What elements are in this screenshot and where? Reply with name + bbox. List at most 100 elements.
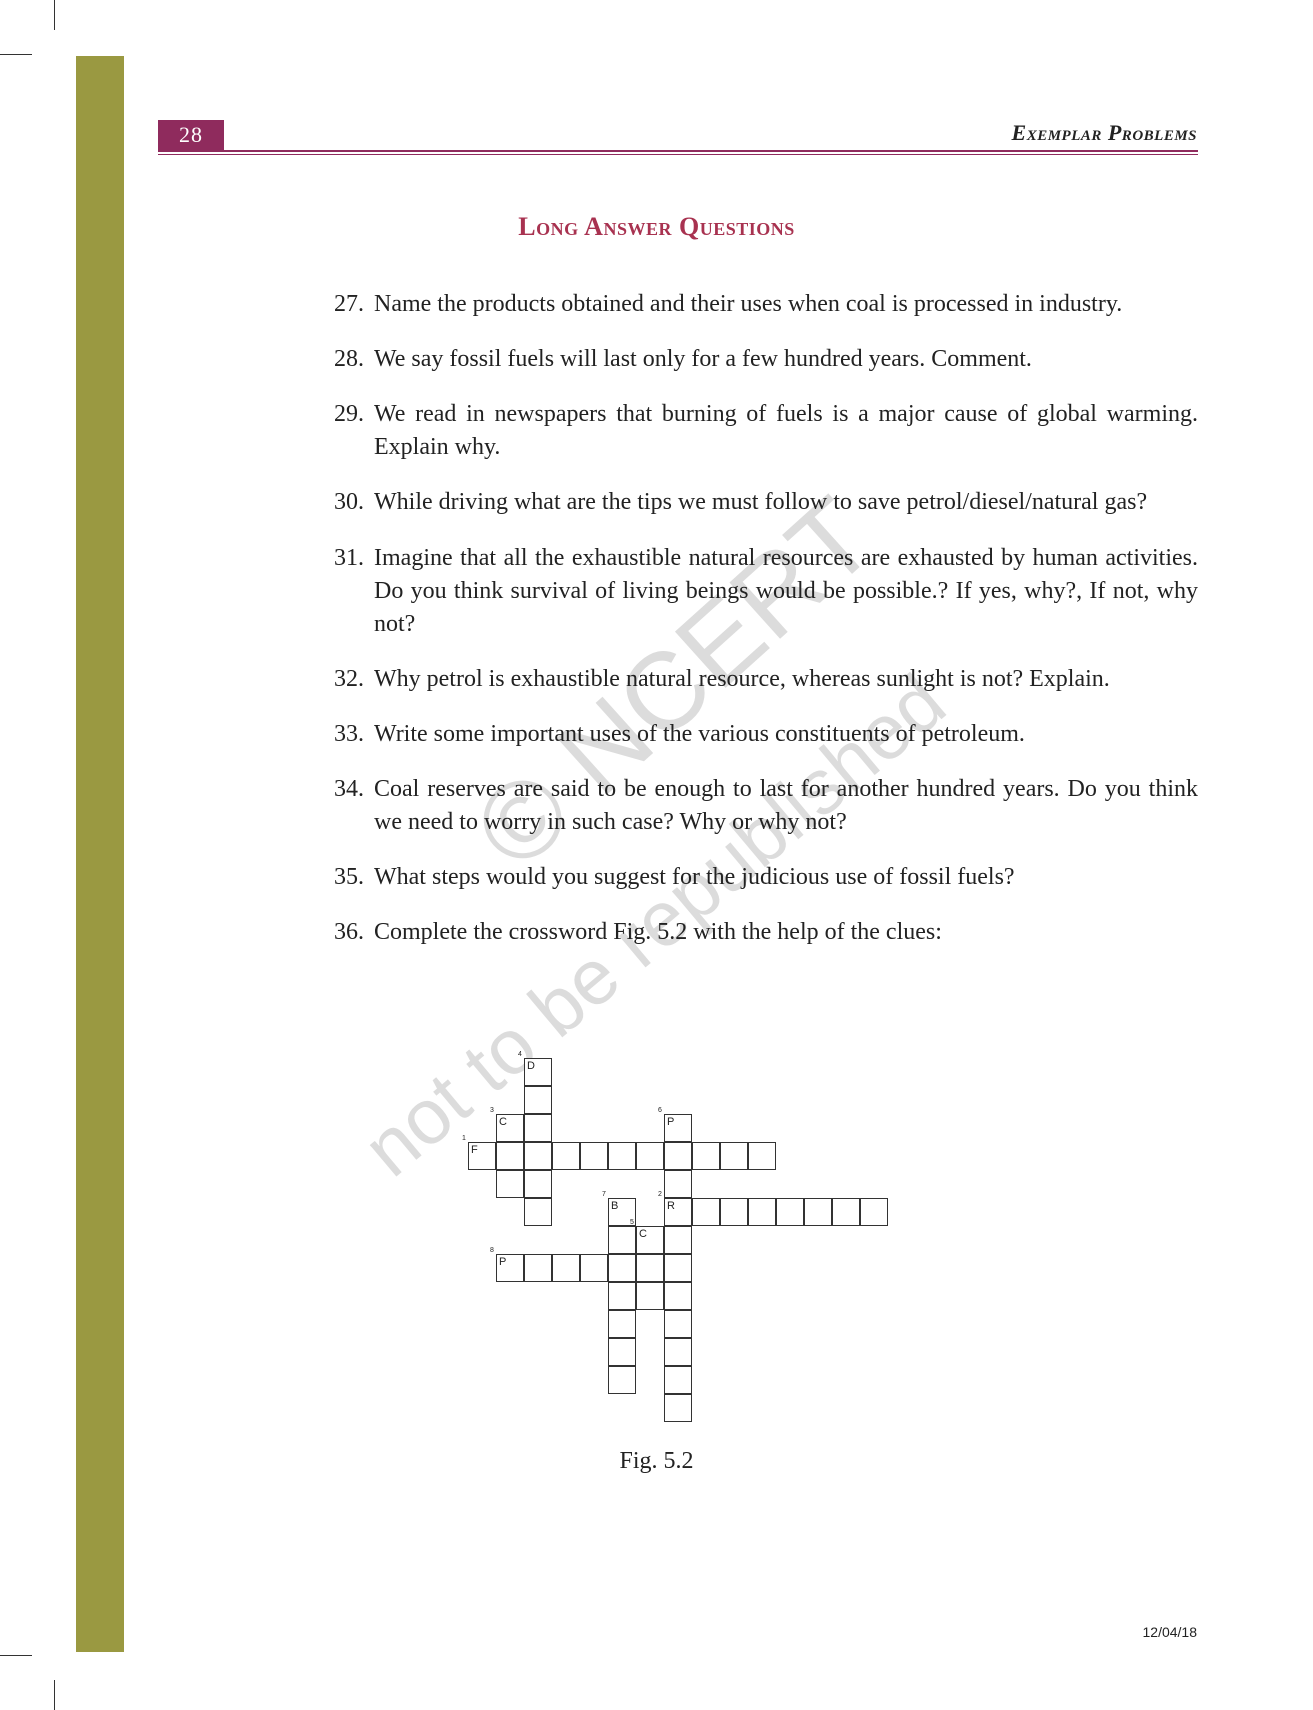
page: 28 Exemplar Problems Long Answer Questio… [0, 0, 1313, 1710]
crossword-cell: R [664, 1198, 692, 1226]
crossword-clue-number: 6 [658, 1107, 662, 1114]
crossword-cell [664, 1254, 692, 1282]
crossword-cell [832, 1198, 860, 1226]
crossword-cell [664, 1142, 692, 1170]
question-number: 32. [320, 663, 374, 696]
crossword-cell [496, 1142, 524, 1170]
crossword-cell [608, 1226, 636, 1254]
question-item: 29.We read in newspapers that burning of… [320, 398, 1198, 464]
question-item: 35.What steps would you suggest for the … [320, 861, 1198, 894]
crossword-clue-number: 3 [490, 1107, 494, 1114]
header-rule [158, 150, 1198, 152]
crossword-cell [608, 1310, 636, 1338]
question-item: 34.Coal reserves are said to be enough t… [320, 773, 1198, 839]
question-text: Name the products obtained and their use… [374, 288, 1198, 321]
footer-date: 12/04/18 [1143, 1624, 1198, 1640]
crossword-clue-number: 8 [490, 1247, 494, 1254]
question-list: 27.Name the products obtained and their … [320, 288, 1198, 972]
question-text: Complete the crossword Fig. 5.2 with the… [374, 916, 1198, 949]
crossword-cell: C [636, 1226, 664, 1254]
crossword-cell [524, 1170, 552, 1198]
crossword-cell [608, 1142, 636, 1170]
question-number: 36. [320, 916, 374, 949]
crossword-clue-number: 2 [658, 1191, 662, 1198]
question-number: 35. [320, 861, 374, 894]
question-text: Imagine that all the exhaustible natural… [374, 542, 1198, 641]
crossword-cell [636, 1142, 664, 1170]
crossword-cell [664, 1394, 692, 1422]
crossword-cell [580, 1142, 608, 1170]
crossword-clue-number: 4 [518, 1051, 522, 1058]
page-number: 28 [158, 120, 224, 150]
question-item: 30.While driving what are the tips we mu… [320, 486, 1198, 519]
crossword-cell [524, 1114, 552, 1142]
crossword-clue-number: 5 [630, 1219, 634, 1226]
crossword-clue-number: 1 [462, 1135, 466, 1142]
crossword-cell [860, 1198, 888, 1226]
question-number: 30. [320, 486, 374, 519]
crossword-cell [664, 1282, 692, 1310]
question-number: 27. [320, 288, 374, 321]
question-item: 33.Write some important uses of the vari… [320, 718, 1198, 751]
header-rule-thin [158, 154, 1198, 155]
question-number: 34. [320, 773, 374, 839]
crossword-cell: P [496, 1254, 524, 1282]
crossword-cell [720, 1142, 748, 1170]
question-item: 31.Imagine that all the exhaustible natu… [320, 542, 1198, 641]
crop-mark [54, 0, 55, 30]
question-text: Write some important uses of the various… [374, 718, 1198, 751]
crossword-cell [608, 1366, 636, 1394]
section-heading: Long Answer Questions [0, 212, 1313, 242]
question-item: 28.We say fossil fuels will last only fo… [320, 343, 1198, 376]
crop-mark [0, 54, 32, 55]
crossword-cell [552, 1142, 580, 1170]
side-accent-bar [76, 56, 124, 1652]
crossword-cell [636, 1282, 664, 1310]
crossword-cell [748, 1198, 776, 1226]
crossword-cell [524, 1142, 552, 1170]
crossword-cell [748, 1142, 776, 1170]
crossword-cell [524, 1086, 552, 1114]
crossword-cell [804, 1198, 832, 1226]
question-text: While driving what are the tips we must … [374, 486, 1198, 519]
figure-caption: Fig. 5.2 [0, 1448, 1313, 1475]
crossword-cell [496, 1170, 524, 1198]
question-item: 36.Complete the crossword Fig. 5.2 with … [320, 916, 1198, 949]
crop-mark [54, 1680, 55, 1710]
question-text: Why petrol is exhaustible natural resour… [374, 663, 1198, 696]
question-item: 32.Why petrol is exhaustible natural res… [320, 663, 1198, 696]
header-title: Exemplar Problems [1012, 120, 1197, 146]
crop-mark [0, 1655, 32, 1656]
question-item: 27.Name the products obtained and their … [320, 288, 1198, 321]
crossword-clue-number: 7 [602, 1191, 606, 1198]
crossword-cell: C [496, 1114, 524, 1142]
crossword-cell: D [524, 1058, 552, 1086]
crossword-cell [608, 1282, 636, 1310]
crossword-cell [636, 1254, 664, 1282]
question-text: We read in newspapers that burning of fu… [374, 398, 1198, 464]
crossword-cell [664, 1170, 692, 1198]
question-number: 31. [320, 542, 374, 641]
crossword-cell [664, 1338, 692, 1366]
crossword-cell [664, 1310, 692, 1338]
crossword-cell [664, 1366, 692, 1394]
crossword-cell [608, 1338, 636, 1366]
crossword-cell [608, 1254, 636, 1282]
question-text: We say fossil fuels will last only for a… [374, 343, 1198, 376]
crossword-cell [552, 1254, 580, 1282]
question-number: 33. [320, 718, 374, 751]
question-text: What steps would you suggest for the jud… [374, 861, 1198, 894]
crossword-cell [692, 1142, 720, 1170]
crossword-cell [776, 1198, 804, 1226]
question-text: Coal reserves are said to be enough to l… [374, 773, 1198, 839]
crossword-cell [524, 1254, 552, 1282]
question-number: 29. [320, 398, 374, 464]
crossword-cell [580, 1254, 608, 1282]
crossword-cell [692, 1198, 720, 1226]
crossword-cell [664, 1226, 692, 1254]
crossword-cell [720, 1198, 748, 1226]
question-number: 28. [320, 343, 374, 376]
crossword-cell: F [468, 1142, 496, 1170]
crossword-cell: P [664, 1114, 692, 1142]
crossword-cell [524, 1198, 552, 1226]
